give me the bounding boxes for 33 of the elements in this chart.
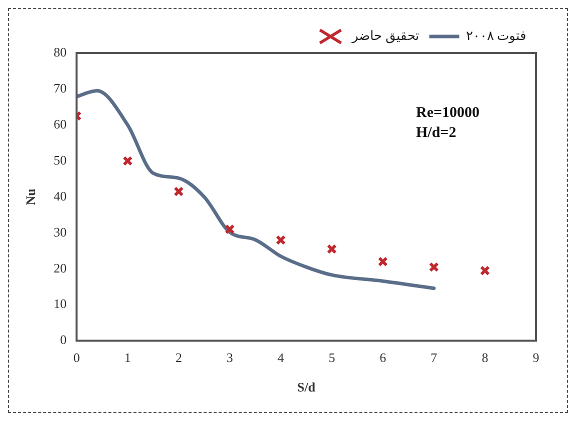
point (224, 224, 235, 234)
point (122, 156, 133, 166)
annotation: Re=10000 (416, 104, 480, 121)
legend-label: تحقيق حاضر (351, 28, 420, 44)
y-tick-label: 10 (54, 296, 67, 312)
y-tick-label: 40 (54, 188, 67, 204)
y-tick-label: 20 (54, 260, 67, 276)
y-tick-label: 30 (54, 224, 67, 240)
x-tick-label: 3 (226, 350, 233, 366)
point (428, 262, 439, 272)
point (276, 235, 286, 246)
x-tick-label: 2 (175, 350, 182, 366)
x-tick-label: 9 (532, 350, 540, 366)
annotation: H/d=2 (416, 124, 456, 141)
y-tick-label: 50 (54, 152, 67, 168)
x-tick-label: 4 (278, 350, 285, 366)
x-tick-label: 8 (482, 350, 488, 366)
x-tick-label: 6 (380, 350, 387, 366)
point (480, 266, 490, 276)
y-tick-label: 60 (54, 116, 67, 132)
y-tick-label: 0 (60, 332, 67, 348)
y-tick-label: 80 (54, 44, 67, 60)
y-tick-label: 70 (54, 80, 67, 96)
y-axis-title: Nu (23, 188, 38, 206)
legend-label: فتوت ۲۰۰۸ (466, 28, 526, 44)
x-tick-label: 7 (430, 350, 438, 366)
point (378, 256, 388, 267)
point (174, 186, 184, 197)
point (326, 244, 337, 254)
x-tick-label: 1 (124, 350, 131, 366)
x-axis-title: S/d (297, 380, 316, 395)
x-tick-label: 5 (328, 350, 336, 366)
x-tick-label: 0 (73, 350, 80, 366)
